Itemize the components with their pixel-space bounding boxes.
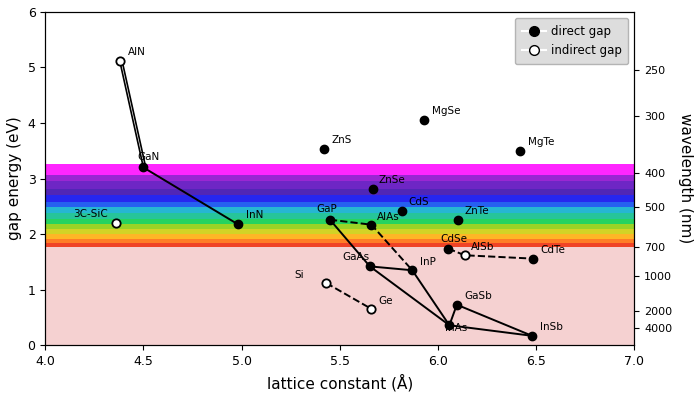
Text: CdS: CdS bbox=[408, 197, 429, 207]
Text: InAs: InAs bbox=[445, 323, 468, 333]
Text: MgSe: MgSe bbox=[432, 106, 461, 116]
Bar bbox=[46, 228, 634, 234]
Bar bbox=[46, 195, 634, 202]
Text: InP: InP bbox=[420, 258, 436, 267]
Text: ZnSe: ZnSe bbox=[379, 175, 405, 185]
Y-axis label: wavelength (nm): wavelength (nm) bbox=[678, 113, 693, 244]
Text: AlSb: AlSb bbox=[470, 242, 494, 252]
Text: GaP: GaP bbox=[316, 204, 337, 214]
Text: ZnS: ZnS bbox=[332, 135, 352, 145]
Bar bbox=[46, 189, 634, 195]
Bar bbox=[46, 202, 634, 207]
Text: AlN: AlN bbox=[127, 47, 146, 57]
Bar bbox=[46, 164, 634, 175]
Text: CdSe: CdSe bbox=[440, 234, 468, 244]
X-axis label: lattice constant (Å): lattice constant (Å) bbox=[267, 374, 413, 391]
Text: CdTe: CdTe bbox=[540, 245, 566, 255]
Legend: direct gap, indirect gap: direct gap, indirect gap bbox=[515, 18, 629, 64]
Text: ZnTe: ZnTe bbox=[464, 206, 489, 216]
Text: MgTe: MgTe bbox=[528, 137, 554, 148]
Bar bbox=[46, 234, 634, 239]
Bar bbox=[46, 175, 634, 181]
Bar bbox=[46, 224, 634, 228]
Text: Ge: Ge bbox=[379, 296, 393, 306]
Bar bbox=[46, 213, 634, 219]
Text: GaAs: GaAs bbox=[342, 252, 370, 263]
Bar bbox=[46, 243, 634, 247]
Bar bbox=[46, 207, 634, 213]
Text: Si: Si bbox=[295, 270, 304, 280]
Text: InSb: InSb bbox=[540, 322, 563, 332]
Text: GaN: GaN bbox=[137, 152, 160, 162]
Text: InN: InN bbox=[246, 210, 263, 220]
Text: AlAs: AlAs bbox=[377, 213, 400, 222]
Text: GaSb: GaSb bbox=[465, 291, 492, 301]
Bar bbox=[46, 181, 634, 189]
Y-axis label: gap energy (eV): gap energy (eV) bbox=[7, 117, 22, 240]
Text: 3C-SiC: 3C-SiC bbox=[73, 209, 108, 219]
Bar bbox=[46, 247, 634, 345]
Bar bbox=[46, 239, 634, 243]
Bar bbox=[46, 219, 634, 224]
